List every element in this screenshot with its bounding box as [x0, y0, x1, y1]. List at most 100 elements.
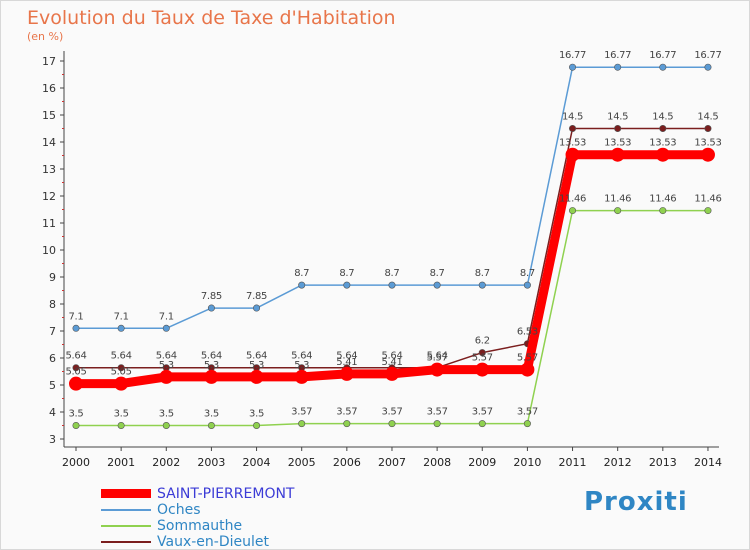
data-label-sommauthe: 3.57 — [291, 407, 312, 418]
data-point-oches — [523, 281, 531, 289]
legend-item-saint-pierremont: SAINT-PIERREMONT — [101, 486, 294, 502]
data-label-oches: 8.7 — [430, 268, 445, 279]
y-tick-label: 13 — [42, 163, 56, 176]
data-label-saint-pierremont: 5.57 — [427, 353, 448, 364]
data-label-vaux-en-dieulet: 5.64 — [156, 351, 177, 362]
data-label-saint-pierremont: 5.3 — [159, 360, 174, 371]
data-point-oches — [117, 324, 125, 332]
chart-unit-label: (en %) — [27, 30, 64, 43]
data-point-vaux-en-dieulet — [72, 364, 80, 372]
data-point-sommauthe — [704, 207, 712, 215]
data-label-saint-pierremont: 5.41 — [381, 357, 402, 368]
x-tick-label: 2014 — [694, 456, 722, 469]
data-label-sommauthe: 3.5 — [114, 409, 129, 420]
x-tick-label: 2000 — [62, 456, 90, 469]
data-point-vaux-en-dieulet — [478, 349, 486, 357]
legend-item-vaux-en-dieulet: Vaux-en-Dieulet — [101, 534, 294, 550]
data-label-saint-pierremont: 5.41 — [336, 357, 357, 368]
data-label-oches: 16.77 — [559, 50, 586, 61]
legend-item-oches: Oches — [101, 502, 294, 518]
data-point-vaux-en-dieulet — [614, 125, 622, 133]
x-tick-label: 2010 — [513, 456, 541, 469]
y-tick-label: 12 — [42, 190, 56, 203]
y-tick-label: 15 — [42, 109, 56, 122]
y-tick-label: 8 — [49, 298, 56, 311]
x-tick-label: 2005 — [288, 456, 316, 469]
legend-swatch — [101, 525, 151, 527]
x-tick-label: 2004 — [243, 456, 271, 469]
data-point-vaux-en-dieulet — [569, 125, 577, 133]
data-label-sommauthe: 3.57 — [381, 407, 402, 418]
y-tick-label: 10 — [42, 244, 56, 257]
data-label-oches: 16.77 — [604, 50, 631, 61]
data-label-saint-pierremont: 5.3 — [294, 360, 309, 371]
data-point-sommauthe — [478, 420, 486, 428]
data-point-sommauthe — [117, 421, 125, 429]
data-label-vaux-en-dieulet: 14.5 — [562, 112, 583, 123]
legend-swatch — [101, 489, 151, 498]
x-tick-label: 2006 — [333, 456, 361, 469]
data-label-saint-pierremont: 13.53 — [604, 138, 631, 149]
data-point-saint-pierremont — [610, 147, 625, 162]
data-label-saint-pierremont: 5.05 — [65, 367, 86, 378]
data-point-sommauthe — [569, 207, 577, 215]
data-point-oches — [433, 281, 441, 289]
y-tick-label: 7 — [49, 325, 56, 338]
x-tick-label: 2001 — [107, 456, 135, 469]
data-label-sommauthe: 11.46 — [694, 194, 721, 205]
x-tick-label: 2011 — [559, 456, 587, 469]
data-point-oches — [253, 304, 261, 312]
legend-swatch — [101, 541, 151, 543]
data-label-sommauthe: 11.46 — [604, 194, 631, 205]
data-point-saint-pierremont — [339, 366, 354, 381]
data-point-saint-pierremont — [249, 369, 264, 384]
data-point-sommauthe — [253, 421, 261, 429]
legend-item-sommauthe: Sommauthe — [101, 518, 294, 534]
data-label-vaux-en-dieulet: 6.2 — [475, 336, 490, 347]
x-tick-label: 2007 — [378, 456, 406, 469]
data-point-saint-pierremont — [700, 147, 715, 162]
data-label-oches: 7.1 — [114, 311, 129, 322]
data-point-sommauthe — [659, 207, 667, 215]
data-label-saint-pierremont: 13.53 — [649, 138, 676, 149]
data-label-saint-pierremont: 5.05 — [111, 367, 132, 378]
legend-label: Vaux-en-Dieulet — [157, 534, 269, 550]
y-tick-label: 6 — [49, 352, 56, 365]
data-point-sommauthe — [207, 421, 215, 429]
data-point-saint-pierremont — [204, 369, 219, 384]
data-label-sommauthe: 3.57 — [336, 407, 357, 418]
data-label-vaux-en-dieulet: 6.53 — [517, 327, 538, 338]
data-point-vaux-en-dieulet — [117, 364, 125, 372]
data-point-vaux-en-dieulet — [704, 125, 712, 133]
y-tick-label: 5 — [49, 379, 56, 392]
data-point-saint-pierremont — [69, 376, 83, 391]
data-point-sommauthe — [72, 421, 80, 429]
data-point-saint-pierremont — [114, 376, 129, 391]
data-point-sommauthe — [388, 420, 396, 428]
data-point-oches — [388, 281, 396, 289]
data-label-sommauthe: 3.57 — [427, 407, 448, 418]
data-point-oches — [614, 63, 622, 71]
x-tick-label: 2013 — [649, 456, 677, 469]
data-point-oches — [343, 281, 351, 289]
y-tick-label: 9 — [49, 271, 56, 284]
data-point-vaux-en-dieulet — [659, 125, 667, 133]
chart-title: Evolution du Taux de Taxe d'Habitation — [27, 7, 396, 29]
data-point-sommauthe — [162, 421, 170, 429]
legend-label: SAINT-PIERREMONT — [157, 486, 295, 502]
x-tick-label: 2012 — [604, 456, 632, 469]
data-label-saint-pierremont: 5.3 — [204, 360, 219, 371]
data-label-oches: 7.85 — [246, 291, 267, 302]
data-point-saint-pierremont — [520, 362, 535, 377]
data-point-saint-pierremont — [384, 366, 399, 381]
data-point-saint-pierremont — [159, 369, 174, 384]
data-label-vaux-en-dieulet: 14.5 — [607, 112, 628, 123]
data-label-oches: 7.85 — [201, 291, 222, 302]
data-label-oches: 16.77 — [694, 50, 721, 61]
data-label-vaux-en-dieulet: 5.64 — [427, 351, 448, 362]
data-label-saint-pierremont: 5.3 — [249, 360, 264, 371]
data-point-oches — [207, 304, 215, 312]
data-point-saint-pierremont — [565, 147, 580, 162]
